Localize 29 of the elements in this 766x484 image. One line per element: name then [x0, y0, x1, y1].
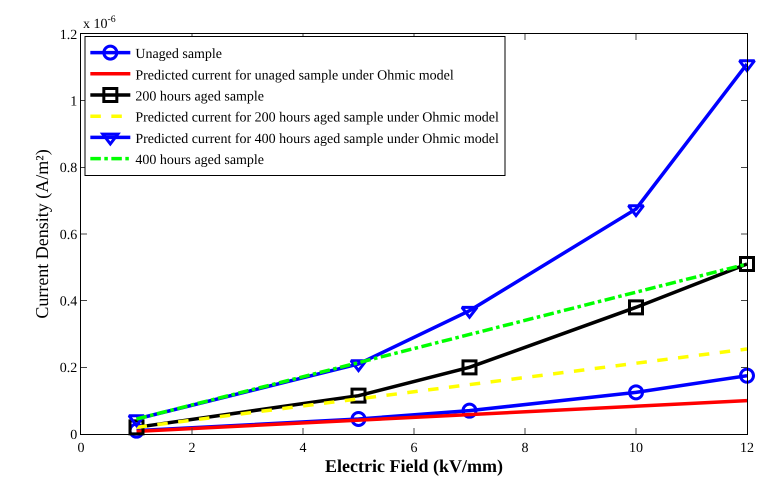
y-tick-label: 0.2 [60, 361, 78, 376]
x-axis-title: Electric Field (kV/mm) [325, 456, 503, 476]
x-tick-label: 4 [300, 440, 306, 456]
text: x 10$^{-6}$ [83, 14, 116, 32]
point [462, 359, 478, 376]
y-tick-label: 1 [70, 94, 78, 110]
y-axis-title: Current Density (A/m²) [32, 149, 52, 319]
point [460, 306, 479, 319]
x-tick-label: 2 [188, 440, 196, 456]
y-tick-label: 1.2 [60, 28, 78, 43]
legend-label: Predicted current for 400 hours aged sample under Ohmic model [135, 132, 499, 147]
y-tick-label: 0.8 [60, 161, 78, 176]
legend-label: Unaged sample [135, 47, 222, 62]
legend-label: Predicted current for 200 hours aged sample under Ohmic model [135, 110, 499, 126]
y-tick-label: 0 [70, 428, 78, 443]
point [628, 384, 644, 400]
x-tick-label: 8 [522, 440, 528, 456]
x-tick-label: 6 [410, 440, 418, 456]
point [350, 388, 366, 404]
point [739, 256, 755, 272]
legend-label: 400 hours aged sample [135, 153, 264, 168]
x-tick-label: 10 [629, 440, 643, 456]
y-tick-label: 0.4 [60, 294, 78, 310]
point [628, 299, 644, 316]
point [739, 368, 755, 384]
x-tick-label: 12 [740, 440, 754, 456]
y-tick-label: 0.6 [60, 228, 78, 243]
legend-label: Predicted current for unaged sample under Ohmic model [135, 68, 454, 84]
legend-label: 200 hours aged sample [135, 89, 264, 104]
